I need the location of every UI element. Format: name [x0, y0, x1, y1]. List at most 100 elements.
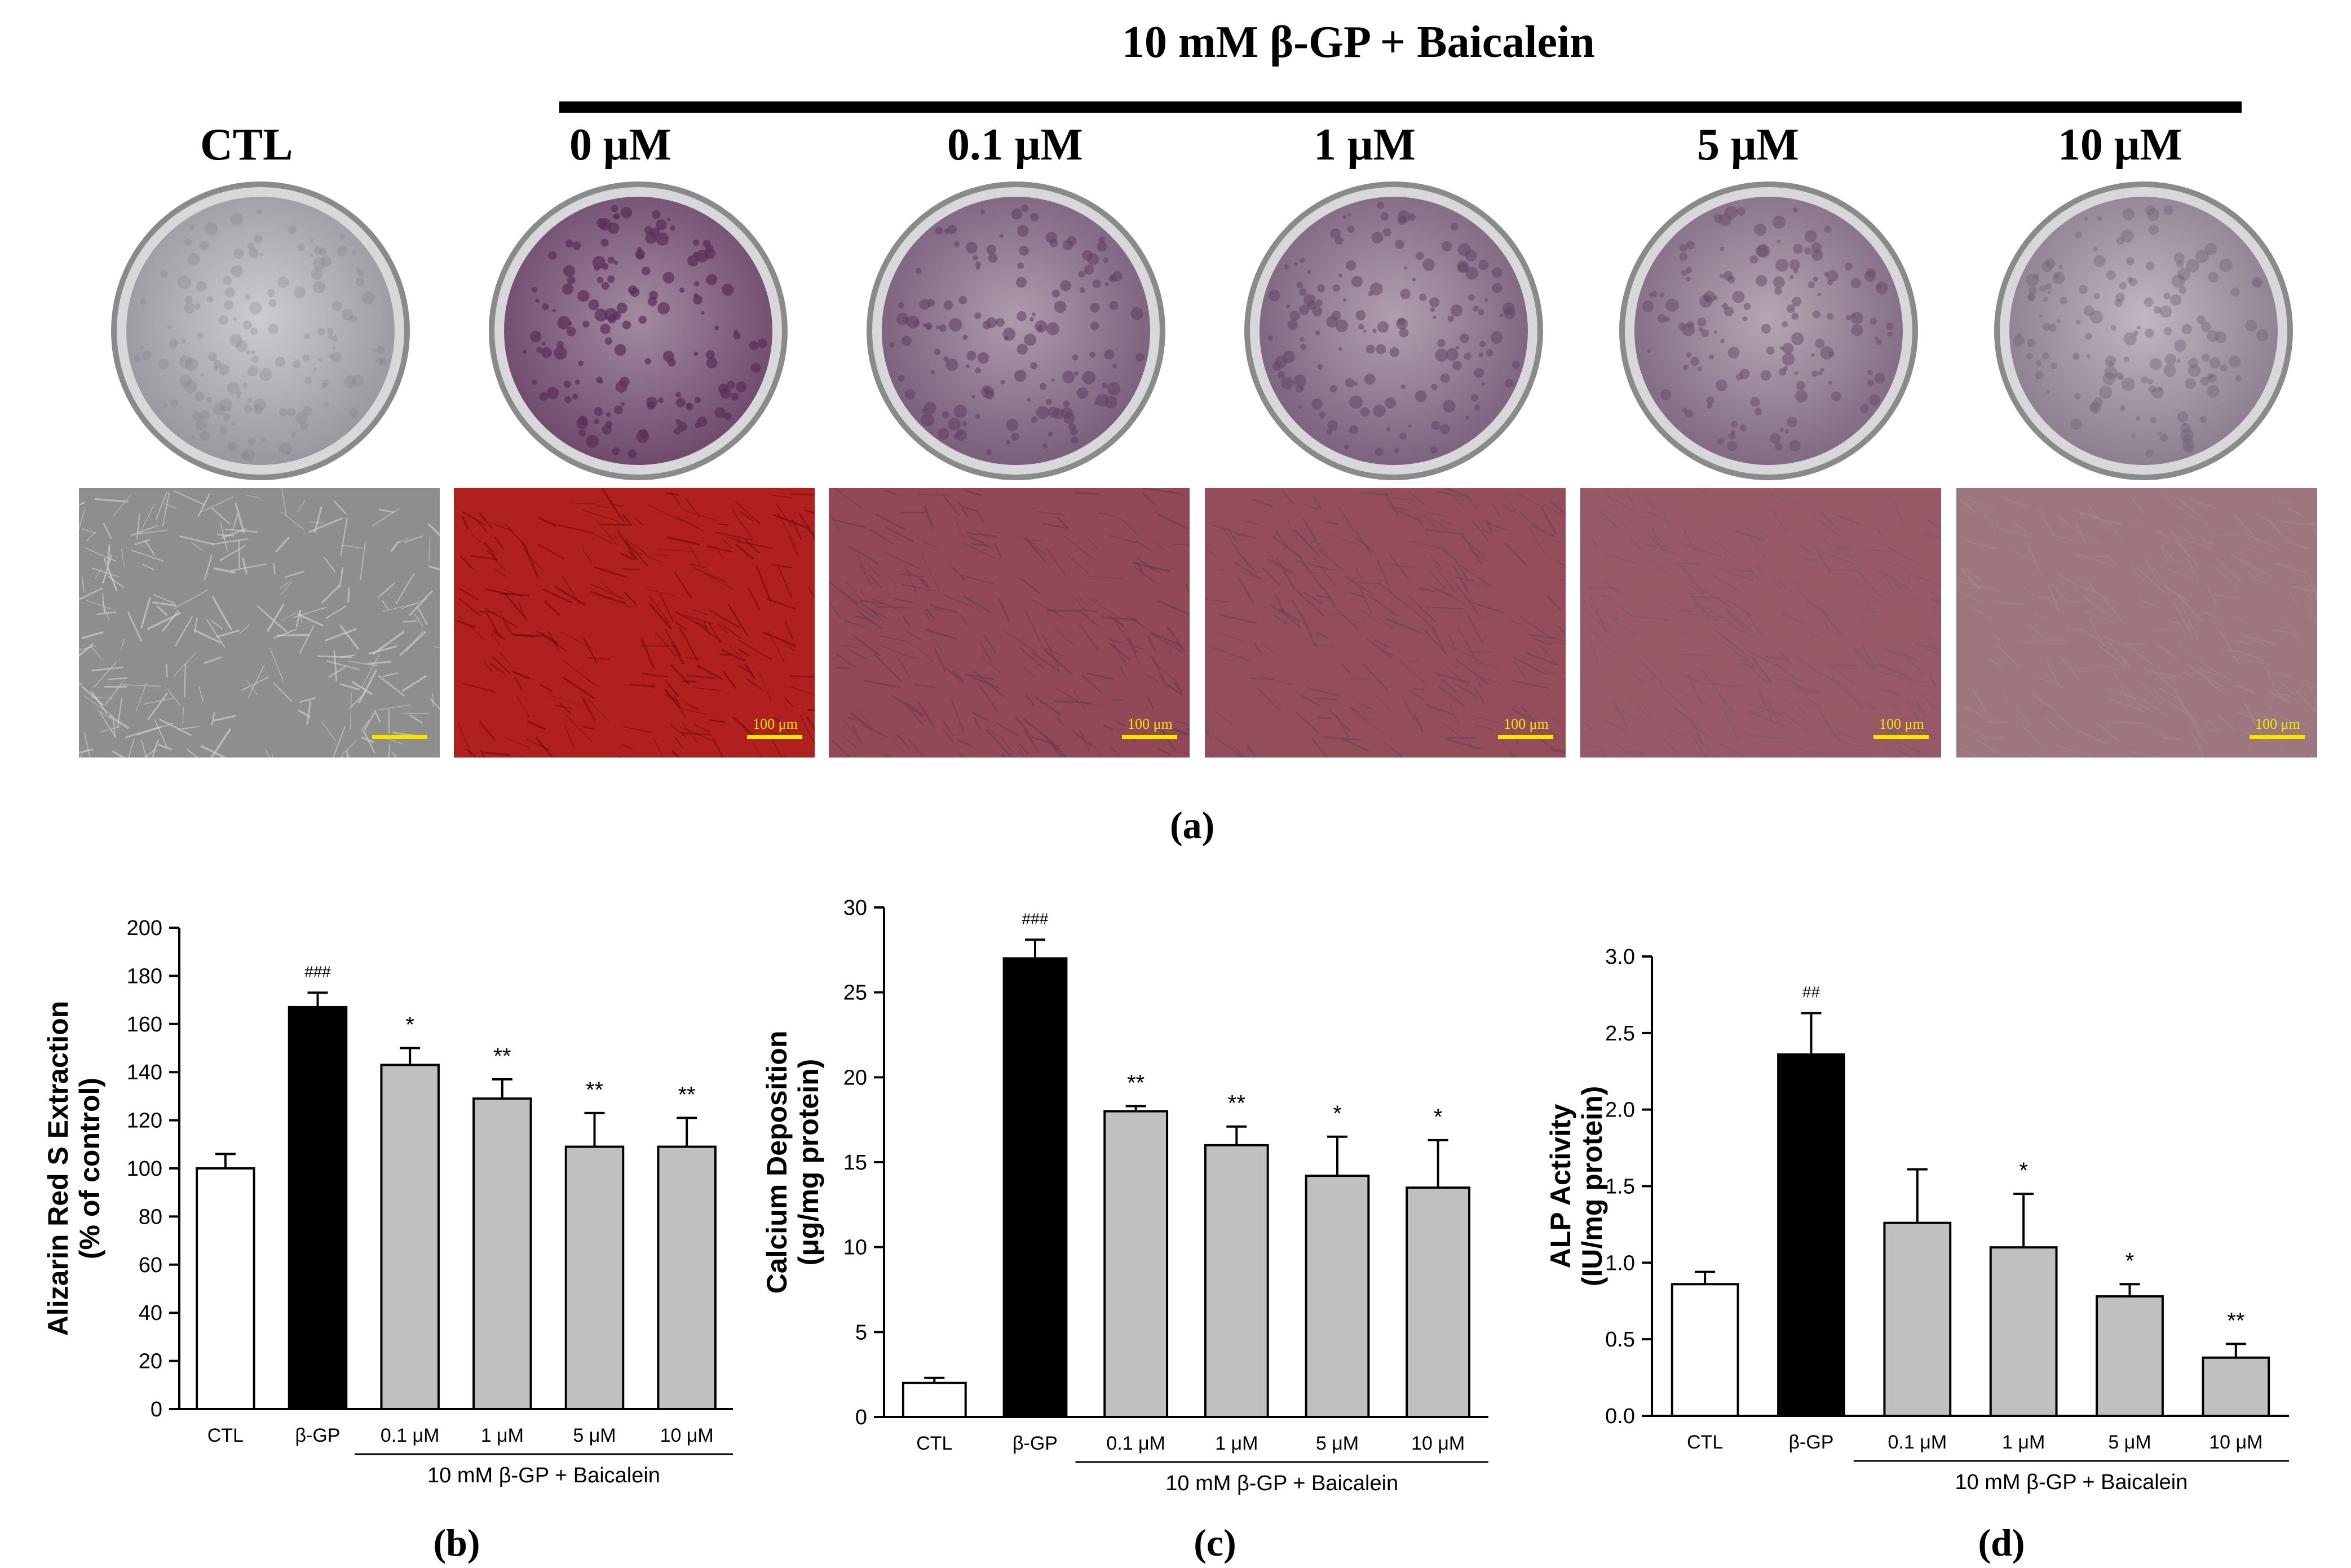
bar-1 [1002, 957, 1068, 1418]
significance-mark: * [2125, 1248, 2135, 1273]
significance-mark: * [1434, 1105, 1443, 1130]
significance-mark: * [405, 1013, 414, 1038]
significance-mark: ** [1127, 1071, 1144, 1096]
x-tick-label: 1 μM [481, 1425, 524, 1446]
y-tick-label: 2.5 [1605, 1022, 1635, 1046]
chart-svg: 0 20 40 60 80 100 120 140 160 180 200 Alizarin Red … [42, 916, 733, 1564]
x-tick-label: 0.1 μM [1106, 1433, 1165, 1454]
dish-photo [104, 178, 417, 485]
y-tick-label: 200 [127, 916, 162, 940]
chart-c: 0 5 10 15 20 25 30 Calcium Deposition (μg/mg pro… [733, 834, 1534, 1568]
bar-4 [564, 1145, 625, 1410]
panel-letter: (b) [433, 1521, 480, 1564]
y-tick-label: 160 [127, 1013, 162, 1037]
bar-2 [1883, 1221, 1952, 1417]
y-tick-label: 0 [855, 1406, 867, 1429]
x-tick-label: β-GP [295, 1425, 340, 1446]
y-tick-label: 30 [843, 896, 867, 920]
significance-mark: ** [586, 1078, 603, 1102]
bar-5 [1406, 1186, 1471, 1418]
significance-mark: ** [493, 1044, 511, 1069]
scale-bar-label: 100 μm [1128, 716, 1173, 732]
x-tick-label: 5 μM [1316, 1433, 1359, 1454]
y-tick-label: 20 [139, 1350, 162, 1374]
y-tick-label: 80 [139, 1205, 162, 1229]
chart-b: 0 20 40 60 80 100 120 140 160 180 200 Alizarin Red … [0, 845, 784, 1568]
y-tick-label: 20 [843, 1066, 867, 1089]
significance-mark: ** [1228, 1091, 1245, 1116]
bar-2 [380, 1064, 440, 1410]
bar-5 [2202, 1356, 2270, 1417]
scale-bar [1122, 735, 1177, 739]
chart-svg: 0.0 0.5 1.0 1.5 2.0 2.5 3.0 ALP Activity (IU/mg … [1545, 945, 2289, 1564]
bar-0 [901, 1381, 967, 1419]
condition-label-5uM: 5 μM [1697, 120, 1799, 170]
panel-letter: (d) [1978, 1521, 2025, 1564]
micrograph: 100 μm [1205, 488, 1566, 758]
scale-bar [1498, 735, 1553, 739]
scale-bar-label: 100 μm [1504, 716, 1549, 732]
dish-photo [1238, 178, 1550, 485]
y-tick-label: 0.5 [1605, 1328, 1635, 1352]
significance-mark: ### [304, 963, 331, 980]
bar-5 [657, 1145, 717, 1410]
scale-bar-label: 100 μm [1879, 716, 1924, 732]
significance-mark: ** [678, 1082, 696, 1107]
y-axis-label: (IU/mg protein) [1576, 1086, 1608, 1287]
y-axis-label: (μg/mg protein) [793, 1059, 824, 1266]
panel-letter: (c) [1194, 1521, 1236, 1564]
panel-letter-a: (a) [1170, 804, 1215, 847]
bar-4 [1305, 1175, 1370, 1419]
bar-3 [1204, 1144, 1269, 1418]
bar-1 [1777, 1053, 1845, 1418]
x-tick-label: β-GP [1013, 1433, 1058, 1454]
micrograph: 100 μm [829, 488, 1190, 758]
chart-svg: 0 5 10 15 20 25 30 Calcium Deposition (μg/mg pro… [761, 896, 1488, 1564]
micrograph: 100 μm [1956, 488, 2317, 758]
x-tick-label: CTL [916, 1433, 952, 1454]
scale-bar [2250, 735, 2305, 739]
dish-photo [1987, 178, 2300, 485]
bar-1 [288, 1006, 348, 1411]
y-tick-label: 25 [843, 981, 867, 1005]
scale-bar [747, 735, 802, 739]
y-axis-label: (% of control) [74, 1078, 105, 1259]
significance-mark: ## [1802, 984, 1820, 1001]
bar-2 [1103, 1110, 1169, 1419]
y-tick-label: 100 [127, 1157, 162, 1181]
x-tick-label: β-GP [1788, 1432, 1833, 1453]
x-tick-label: 1 μM [2002, 1432, 2045, 1453]
group-label: 10 mM β-GP + Baicalein [427, 1464, 660, 1487]
micrograph: 100 μm [1580, 488, 1941, 758]
x-tick-label: 10 μM [660, 1425, 714, 1446]
y-tick-label: 5 [855, 1321, 867, 1344]
bar-3 [1989, 1246, 2058, 1418]
condition-label-0-1uM: 0.1 μM [947, 120, 1083, 170]
y-tick-label: 1.0 [1605, 1251, 1635, 1275]
dish-photo [482, 178, 795, 485]
scale-bar-label: 100 μm [753, 716, 798, 732]
y-tick-label: 1.5 [1605, 1175, 1635, 1199]
y-tick-label: 180 [127, 964, 162, 988]
dish-photo [1612, 178, 1925, 485]
group-header: 10 mM β-GP + Baicalein [1122, 17, 1595, 67]
x-tick-label: 10 μM [2209, 1432, 2262, 1453]
condition-label-1uM: 1 μM [1314, 120, 1416, 170]
dish-photo [860, 178, 1173, 485]
y-tick-label: 15 [843, 1151, 867, 1175]
y-tick-label: 0.0 [1605, 1405, 1635, 1428]
y-tick-label: 2.0 [1605, 1099, 1635, 1122]
significance-mark: ** [2227, 1308, 2244, 1333]
x-tick-label: CTL [1687, 1432, 1723, 1453]
x-tick-label: 5 μM [2108, 1432, 2151, 1453]
scale-bar [372, 735, 427, 739]
group-label: 10 mM β-GP + Baicalein [1955, 1470, 2188, 1494]
y-tick-label: 0 [151, 1398, 162, 1421]
x-tick-label: CTL [207, 1425, 244, 1446]
x-tick-label: 1 μM [1215, 1433, 1258, 1454]
bar-4 [2096, 1295, 2164, 1417]
condition-label-0uM: 0 μM [569, 120, 671, 170]
micrograph [79, 488, 440, 758]
y-tick-label: 60 [139, 1253, 162, 1277]
